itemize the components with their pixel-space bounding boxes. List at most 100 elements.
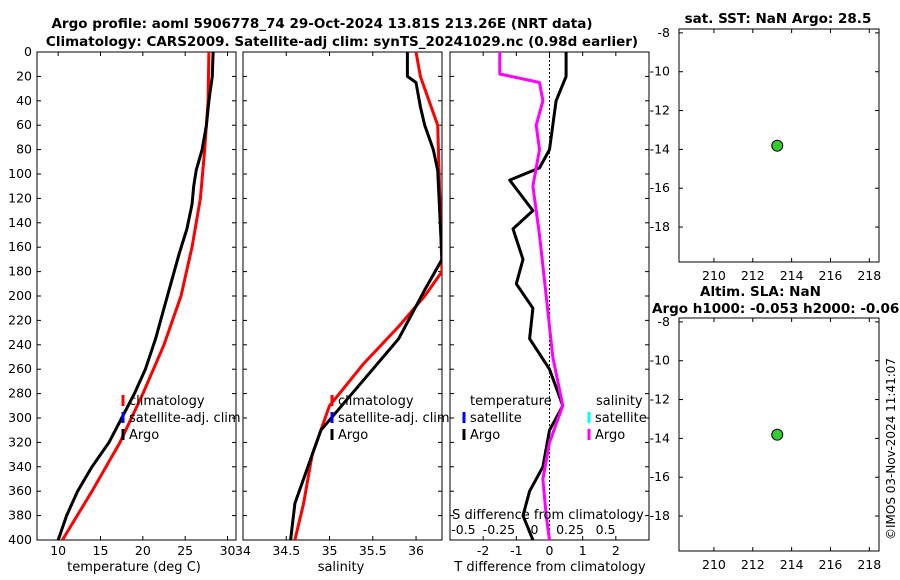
depth-tick-label: 60: [16, 117, 32, 132]
map-y-tick-label: -8: [658, 314, 671, 329]
map-y-tick-label: -10: [650, 353, 670, 368]
depth-tick-label: 300: [8, 410, 32, 425]
depth-tick-label: 120: [8, 190, 32, 205]
depth-tick-label: 0: [24, 44, 32, 59]
sla-map-subtitle: Argo h1000: -0.053 h2000: -0.063: [652, 301, 900, 317]
x-tick-label: 20: [135, 543, 151, 558]
depth-tick-label: 160: [8, 239, 32, 254]
legend2-argo-label: Argo: [338, 428, 368, 443]
temperature-xlabel: temperature (deg C): [67, 560, 201, 575]
x-tick-label: 2: [612, 543, 620, 558]
x-tick-label: 36: [408, 543, 424, 558]
depth-tick-label: 240: [8, 337, 32, 352]
depth-tick-label: 40: [16, 93, 32, 108]
x-tick-label: 25: [177, 543, 193, 558]
sst-map-panel: sat. SST: NaN Argo: 28.5 210 212 214 216 218…: [650, 11, 882, 283]
x-tick-label: -1: [510, 543, 522, 558]
map-x-tick-label: 210: [702, 557, 726, 572]
depth-tick-label: 220: [8, 312, 32, 327]
legend-argo-label: Argo: [129, 428, 159, 443]
legend-satellite-label: satellite-adj. clim: [129, 411, 241, 426]
x-tick-label: 1: [579, 543, 587, 558]
title-line2: Climatology: CARS2009. Satellite-adj cli…: [46, 34, 638, 50]
legend-climatology-label: climatology: [129, 394, 205, 409]
x-tick-label: 34: [235, 543, 251, 558]
title-line1: Argo profile: aoml 5906778_74 29-Oct-202…: [51, 16, 592, 32]
series-temperature-argo: [508, 52, 568, 540]
top-x-tick-label: -0.25: [483, 522, 515, 537]
x-tick-label: 30: [220, 543, 236, 558]
map-y-tick-label: -18: [650, 508, 670, 523]
map-x-tick-label: 210: [702, 268, 726, 283]
map-y-tick-label: -14: [650, 141, 670, 156]
map-x-tick-label: 218: [857, 268, 881, 283]
depth-tick-label: 400: [8, 532, 32, 547]
legend2-satellite-label: satellite-adj. clim: [338, 411, 450, 426]
sla-map-title: Altim. SLA: NaN: [700, 284, 821, 300]
depth-tick-label: 280: [8, 386, 32, 401]
map-y-tick-label: -12: [650, 392, 670, 407]
map-x-tick-label: 216: [819, 557, 843, 572]
depth-tick-label: 200: [8, 288, 32, 303]
difference-legend: temperature satellite Argo salinity sate…: [462, 394, 647, 443]
depth-tick-label: 180: [8, 264, 32, 279]
x-tick-label: 15: [93, 543, 109, 558]
salinity-axes-box: [242, 51, 443, 541]
top-x-tick-label: 0: [531, 522, 539, 537]
salinity-xlabel: salinity: [318, 560, 365, 575]
map-y-tick-label: -10: [650, 64, 670, 79]
series-argo: [56, 52, 215, 540]
top-x-tick-label: -0.5: [451, 522, 475, 537]
depth-tick-label: 320: [8, 434, 32, 449]
imos-signature: ©IMOS 03-Nov-2024 11:41:07: [884, 358, 898, 540]
map-y-tick-label: -16: [650, 469, 670, 484]
depth-tick-label: 100: [8, 166, 32, 181]
depth-tick-label: 260: [8, 361, 32, 376]
depth-axis: 0 20 40 60 80 100 120 140 160 180 200 220 240 260 280 3…: [8, 44, 32, 547]
sla-map-panel: Altim. SLA: NaN Argo h1000: -0.053 h2000…: [650, 284, 900, 572]
series-salinity-argo: [498, 52, 565, 540]
depth-tick-label: 80: [16, 142, 32, 157]
legend3-temperature-heading: temperature: [470, 394, 552, 409]
map-x-tick-label: 212: [741, 557, 765, 572]
map-y-tick-label: -16: [650, 180, 670, 195]
temperature-panel: 10 15 20 25 30: [36, 51, 237, 558]
map-x-tick-label: 218: [857, 557, 881, 572]
x-tick-label: 34.5: [272, 543, 300, 558]
map-y-tick-label: -12: [650, 103, 670, 118]
legend3-salinity-heading: salinity: [596, 394, 643, 409]
depth-tick-label: 140: [8, 215, 32, 230]
depth-tick-label: 380: [8, 508, 32, 523]
top-x-tick-label: 0.25: [556, 522, 584, 537]
series-argo: [289, 52, 442, 540]
temperature-legend: climatology satellite-adj. clim Argo: [121, 394, 241, 443]
map-y-tick-label: -8: [658, 25, 671, 40]
map-x-tick-label: 214: [780, 557, 804, 572]
x-tick-label: 10: [50, 543, 66, 558]
map-x-tick-label: 216: [819, 268, 843, 283]
depth-tick-label: 360: [8, 483, 32, 498]
x-tick-label: 35.5: [359, 543, 387, 558]
map-x-tick-label: 212: [741, 268, 765, 283]
sst-map-title: sat. SST: NaN Argo: 28.5: [685, 11, 872, 27]
legend3-sal-argo-label: Argo: [595, 428, 625, 443]
top-x-tick-label: 0.5: [596, 522, 616, 537]
map-y-tick-label: -14: [650, 430, 670, 445]
legend3-sal-satellite-label: satellite: [595, 411, 647, 426]
legend2-climatology-label: climatology: [338, 394, 414, 409]
depth-tick-label: 20: [16, 68, 32, 83]
x-tick-label: 35: [322, 543, 338, 558]
difference-top-label: S difference from climatology: [452, 508, 644, 523]
profile-location-marker: [771, 139, 784, 152]
salinity-legend: climatology satellite-adj. clim Argo: [330, 394, 450, 443]
salinity-panel: 34 34.5 35 35.5 36: [235, 51, 443, 558]
x-tick-label: 0: [546, 543, 554, 558]
legend3-temp-satellite-label: satellite: [470, 411, 522, 426]
map-x-tick-label: 214: [780, 268, 804, 283]
difference-panel: -2 -1 0 1 2-0.5 -0.25 0 0.25 0.5: [449, 51, 650, 558]
difference-xlabel: T difference from climatology: [453, 560, 646, 575]
temperature-axes-box: [36, 51, 237, 541]
profile-location-marker: [771, 428, 784, 441]
x-tick-label: -2: [477, 543, 489, 558]
